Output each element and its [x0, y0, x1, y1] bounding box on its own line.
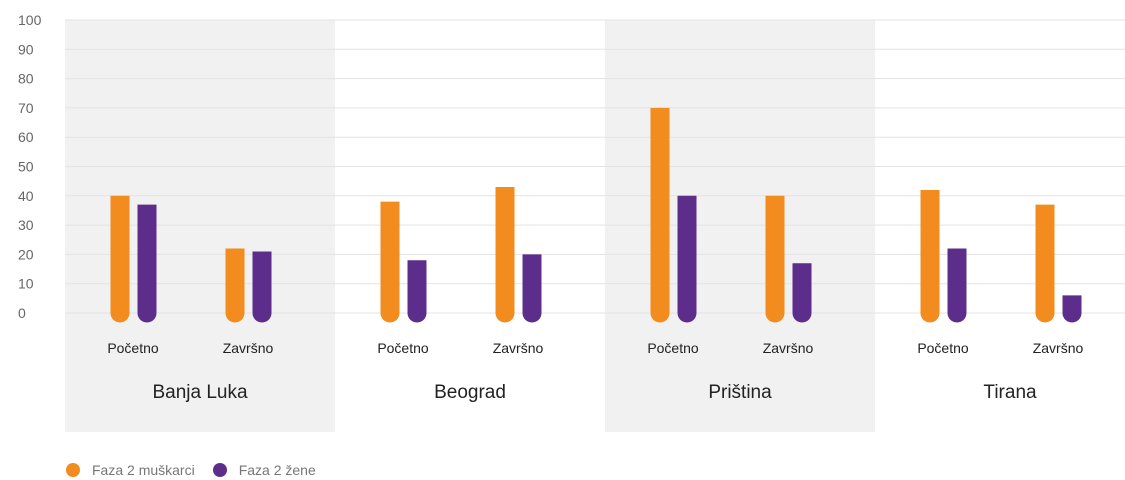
y-tick-label-10: 10: [18, 276, 34, 292]
y-tick-label-90: 90: [18, 41, 34, 57]
y-tick-label-50: 50: [18, 159, 34, 175]
group-label-1: Beograd: [434, 382, 506, 403]
subcategory-label-0-1: Završno: [223, 340, 274, 356]
bar-women-0-0: [137, 204, 157, 323]
subcategory-label-3-1: Završno: [1033, 340, 1084, 356]
subcategory-label-2-0: Početno: [647, 340, 699, 356]
bar-men-2-1: [765, 195, 785, 323]
legend-label-men: Faza 2 muškarci: [92, 462, 195, 478]
y-tick-label-20: 20: [18, 246, 34, 262]
group-label-3: Tirana: [983, 382, 1037, 403]
bar-women-1-1: [522, 254, 542, 323]
legend: Faza 2 muškarci Faza 2 žene: [66, 462, 316, 478]
bar-men-2-0: [650, 107, 670, 323]
legend-swatch-men: [66, 463, 80, 477]
bar-women-3-1: [1062, 295, 1082, 323]
bar-women-0-1: [252, 251, 272, 323]
subcategory-label-1-0: Početno: [377, 340, 429, 356]
bar-men-1-0: [380, 201, 400, 323]
legend-item-men[interactable]: Faza 2 muškarci: [66, 462, 195, 478]
group-band-0: [65, 20, 335, 432]
subcategory-label-1-1: Završno: [493, 340, 544, 356]
bar-men-0-1: [225, 248, 245, 323]
subcategory-label-0-0: Početno: [107, 340, 159, 356]
group-band-2: [605, 20, 875, 432]
legend-item-women[interactable]: Faza 2 žene: [212, 462, 316, 478]
y-tick-label-30: 30: [18, 217, 34, 233]
bar-women-1-0: [407, 260, 427, 323]
group-label-0: Banja Luka: [152, 382, 248, 403]
bar-women-2-1: [792, 263, 812, 323]
subcategory-label-2-1: Završno: [763, 340, 814, 356]
legend-label-women: Faza 2 žene: [238, 462, 316, 478]
y-tick-label-0: 0: [18, 305, 26, 321]
bar-men-3-0: [920, 189, 940, 323]
bar-men-0-0: [110, 195, 130, 323]
y-tick-label-60: 60: [18, 129, 34, 145]
subcategory-label-3-0: Početno: [917, 340, 969, 356]
bar-women-2-0: [677, 195, 697, 323]
bar-women-3-0: [947, 248, 967, 323]
y-tick-label-70: 70: [18, 100, 34, 116]
legend-swatch-women: [212, 463, 227, 477]
y-tick-label-40: 40: [18, 188, 34, 204]
y-tick-label-80: 80: [18, 71, 34, 87]
bar-men-1-1: [495, 187, 515, 323]
y-tick-label-100: 100: [18, 12, 42, 28]
bar-men-3-1: [1035, 204, 1055, 323]
group-label-2: Priština: [708, 382, 772, 403]
